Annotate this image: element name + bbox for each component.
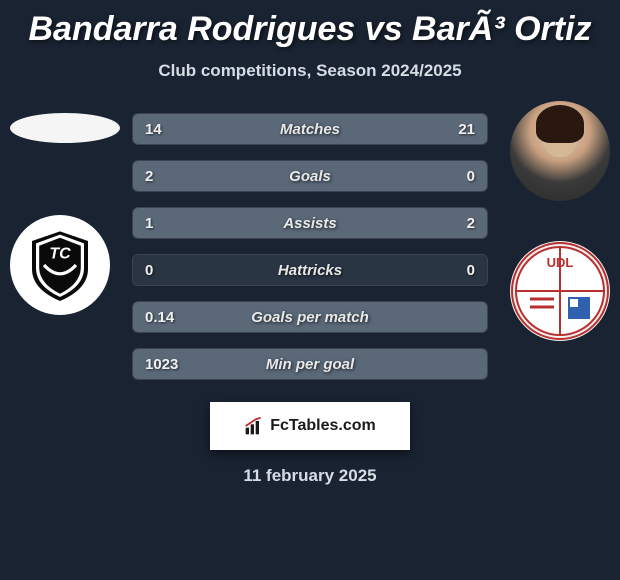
stat-label: Goals per match [251, 309, 369, 326]
brand-text: FcTables.com [270, 417, 376, 435]
brand-chart-icon [244, 416, 264, 436]
brand-badge[interactable]: FcTables.com [210, 402, 410, 450]
stat-row: 1 2 Assists [132, 207, 488, 239]
stat-value-left: 14 [145, 121, 162, 138]
player-photo-icon [510, 101, 610, 201]
stat-value-right: 0 [467, 168, 475, 185]
page-title: Bandarra Rodrigues vs BarÃ³ Ortiz [0, 0, 620, 49]
right-icon-column: UDL [510, 101, 610, 341]
stat-label: Min per goal [266, 356, 354, 373]
stat-value-right: 21 [458, 121, 475, 138]
stat-value-left: 1023 [145, 356, 178, 373]
stat-value-right: 2 [467, 215, 475, 232]
stat-row: 0 0 Hattricks [132, 254, 488, 286]
player-silhouette-icon [10, 113, 120, 143]
stat-value-left: 1 [145, 215, 153, 232]
stats-area: TC UDL 14 21 Matches 2 0 Goals 1 2 Assists 0 0 Hatt… [0, 101, 620, 380]
club-badge-right-icon: UDL [510, 241, 610, 341]
svg-text:TC: TC [49, 246, 71, 263]
stat-label: Assists [283, 215, 336, 232]
stat-value-left: 0 [145, 262, 153, 279]
footer-date: 11 february 2025 [0, 466, 620, 486]
stat-row: 2 0 Goals [132, 160, 488, 192]
svg-text:UDL: UDL [547, 255, 574, 270]
stat-row: 14 21 Matches [132, 113, 488, 145]
stat-row: 0.14 Goals per match [132, 301, 488, 333]
stat-value-left: 2 [145, 168, 153, 185]
stat-row: 1023 Min per goal [132, 348, 488, 380]
stat-label: Hattricks [278, 262, 342, 279]
stat-value-left: 0.14 [145, 309, 174, 326]
stat-value-right: 0 [467, 262, 475, 279]
stat-label: Matches [280, 121, 340, 138]
left-icon-column: TC [10, 101, 120, 315]
page-subtitle: Club competitions, Season 2024/2025 [0, 61, 620, 81]
stat-label: Goals [289, 168, 331, 185]
stat-rows: 14 21 Matches 2 0 Goals 1 2 Assists 0 0 Hattricks 0.… [132, 101, 488, 380]
club-badge-left-icon: TC [10, 215, 110, 315]
